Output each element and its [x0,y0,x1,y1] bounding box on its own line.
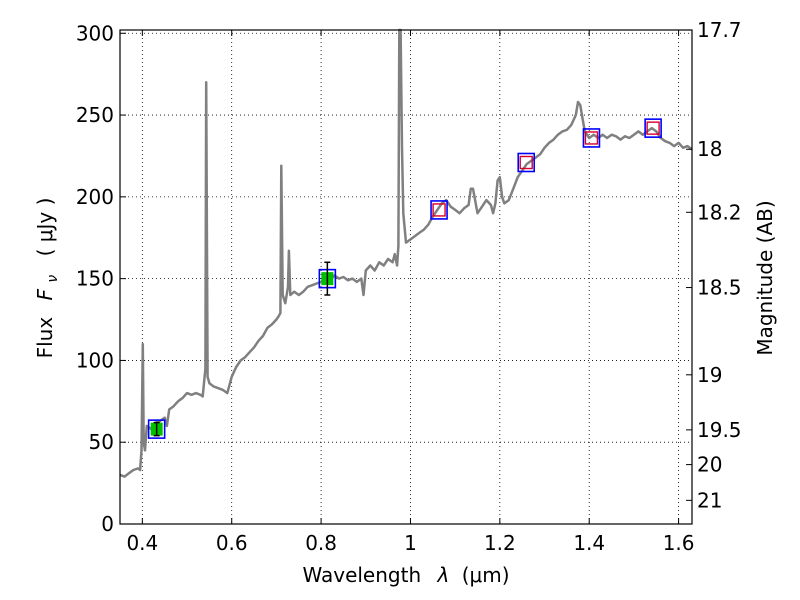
synthetic-photometry-point [430,200,448,220]
open-marker [432,203,446,217]
y-axis-label-text: Flux [33,317,57,359]
x-tick-labels: 0.4 0.6 0.8 1 1.2 1.4 1.6 [126,531,694,555]
x-tick-label: 1.6 [663,531,695,555]
spectrum-layer [119,28,693,478]
y-tick-label: 250 [76,103,114,127]
y-axis-label: Flux F ν ( μJy ) [33,198,62,359]
x-tick-label: 0.6 [216,531,248,555]
open-marker [519,155,533,170]
y-tick-labels: 0 50 100 150 200 250 300 [76,21,114,536]
outer-box-marker [430,200,448,220]
y2-tick-label: 19 [697,363,722,387]
outer-box-marker [582,128,601,148]
synthetic-photometry-point [644,118,662,138]
y2-tick-label: 18.2 [697,200,742,224]
outer-box-marker [517,152,536,173]
y2-axis-label: Magnitude (AB) [753,200,777,355]
synthetic-photometry-point [517,152,536,173]
y2-tick-label: 18.5 [697,276,742,300]
x-tick-label: 0.4 [126,531,158,555]
y2-tick-label: 17.7 [697,18,742,42]
y-tick-label: 200 [76,185,114,209]
x-axis-label: Wavelength λ (μm) [302,563,509,587]
y2-tick-label: 21 [697,488,722,512]
x-tick-label: 1 [404,531,417,555]
y-axis-label-symbol-sub: ν [45,275,61,283]
y-tick-label: 50 [89,430,114,454]
spectrum-line [119,28,693,478]
measured-photometry-point [147,419,166,439]
y-axis-label-symbol: F [33,288,57,300]
y2-tick-label: 20 [697,453,722,477]
photometry-markers [147,118,662,439]
x-tick-label: 0.8 [305,531,337,555]
y-tick-label: 150 [76,267,114,291]
ticks [120,29,692,525]
y2-tick-label: 18 [697,137,722,161]
plot-frame [119,29,693,525]
outer-box-marker [644,118,662,138]
y-tick-label: 300 [76,21,114,45]
x-tick-label: 1.4 [573,531,605,555]
y2-tick-labels: 17.7 18 18.2 18.5 19 19.5 20 21 [697,18,742,512]
y-tick-label: 100 [76,348,114,372]
y-tick-label: 0 [101,512,114,536]
x-axis-label-text: Wavelength [302,563,421,587]
open-marker [646,121,660,135]
synthetic-photometry-point [582,128,601,148]
measured-photometry-point [318,261,337,296]
outer-box-marker [147,419,166,439]
y-axis-label-unit: ( μJy ) [33,198,57,257]
x-axis-label-unit: (μm) [462,563,510,587]
open-marker [584,131,599,145]
x-tick-label: 1.2 [484,531,516,555]
x-axis-label-symbol: λ [437,563,450,587]
y2-tick-label: 19.5 [697,418,742,442]
